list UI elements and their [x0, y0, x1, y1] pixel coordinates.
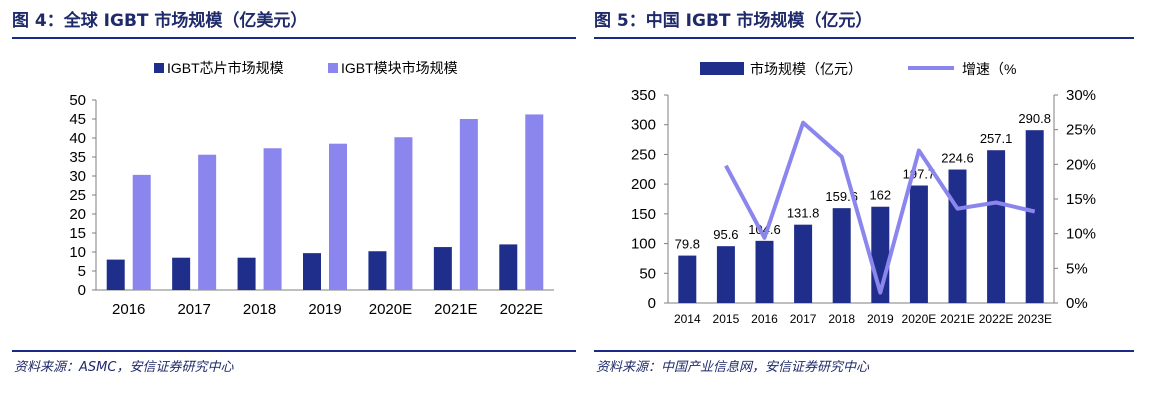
bar-chip-2021E [433, 247, 452, 290]
bar-chip-2016 [106, 259, 125, 290]
x-tick-label: 2019 [867, 312, 894, 326]
bar-2021E [948, 169, 967, 303]
x-tick-label: 2020E [902, 312, 937, 326]
data-label-2017: 131.8 [787, 206, 820, 221]
x-tick-label: 2017 [177, 301, 210, 318]
legend-label-line: 增速（% [962, 61, 1016, 77]
y-tick-label: 50 [69, 92, 86, 109]
data-label-2021E: 224.6 [941, 151, 974, 166]
x-tick-label: 2023E [1017, 312, 1052, 326]
x-tick-label: 2016 [112, 301, 145, 318]
bar-module-2021E [459, 119, 478, 290]
y2-tick-label: 20% [1066, 156, 1096, 173]
data-label-2014: 79.8 [675, 237, 700, 252]
legend-swatch-2 [328, 63, 338, 73]
x-tick-label: 2021E [940, 312, 975, 326]
bar-2018 [832, 208, 851, 303]
y-tick-label: 20 [69, 206, 86, 223]
x-tick-label: 2019 [308, 301, 341, 318]
bar-2016 [755, 240, 774, 303]
y2-tick-label: 30% [1066, 87, 1096, 104]
bar-module-2017 [198, 154, 217, 290]
legend-label-1: IGBT芯片市场规模 [167, 60, 284, 76]
y2-tick-label: 0% [1066, 295, 1088, 312]
data-label-2015: 95.6 [713, 227, 738, 242]
bar-chip-2022E [499, 244, 518, 290]
bar-2020E [909, 185, 928, 303]
x-tick-label: 2022E [500, 301, 543, 318]
y-tick-label: 10 [69, 244, 86, 261]
x-tick-label: 2018 [243, 301, 276, 318]
data-label-2019: 162 [869, 188, 891, 203]
x-tick-label: 2022E [979, 312, 1014, 326]
bar-chip-2020E [368, 251, 387, 290]
x-tick-label: 2015 [713, 312, 740, 326]
x-tick-label: 2016 [751, 312, 778, 326]
legend-label-bars: 市场规模（亿元） [750, 61, 862, 77]
bar-chip-2019 [303, 253, 321, 290]
y-tick-label: 15 [69, 225, 86, 242]
y-tick-label: 150 [631, 206, 656, 223]
bar-2023E [1025, 130, 1044, 303]
x-tick-label: 2018 [828, 312, 855, 326]
y-tick-label: 30 [69, 168, 86, 185]
bar-2022E [987, 150, 1006, 303]
bar-module-2016 [132, 174, 151, 290]
bar-module-2020E [394, 137, 413, 290]
y2-tick-label: 5% [1066, 260, 1088, 277]
source-right: 资料来源：中国产业信息网，安信证券研究中心 [596, 360, 870, 375]
bar-module-2022E [525, 114, 544, 290]
data-label-2018: 159.6 [825, 189, 858, 204]
y-tick-label: 350 [631, 87, 656, 104]
y-tick-label: 50 [639, 265, 656, 282]
x-tick-label: 2020E [369, 301, 412, 318]
x-tick-label: 2014 [674, 312, 701, 326]
footer-rule-left [12, 350, 576, 352]
y-tick-label: 35 [69, 149, 86, 166]
bar-module-2019 [329, 143, 347, 290]
y-tick-label: 45 [69, 111, 86, 128]
footer-rule-right [594, 350, 1134, 352]
y2-tick-label: 10% [1066, 226, 1096, 243]
source-left: 资料来源：ASMC，安信证券研究中心 [14, 360, 234, 375]
figure-4-title: 图 4：全球 IGBT 市场规模（亿美元） [12, 11, 308, 31]
igbt-global-chart: IGBT芯片市场规模 IGBT模块市场规模 0 5 10 15 20 25 30 35 40 45 50… [69, 60, 554, 318]
title-rule-right [594, 37, 1134, 39]
bar-2014 [678, 255, 697, 303]
x-tick-label: 2021E [434, 301, 477, 318]
bar-2015 [716, 246, 735, 303]
y-tick-label: 25 [69, 187, 86, 204]
y-tick-label: 200 [631, 176, 656, 193]
y-tick-label: 100 [631, 236, 656, 253]
legend-swatch-bars [700, 62, 744, 75]
y-tick-label: 40 [69, 130, 86, 147]
y-tick-label: 250 [631, 146, 656, 163]
y-tick-label: 300 [631, 117, 656, 134]
y-tick-label: 0 [648, 295, 656, 312]
figure-5-title: 图 5：中国 IGBT 市场规模（亿元） [594, 11, 873, 31]
legend-label-2: IGBT模块市场规模 [341, 60, 458, 76]
title-rule-left [12, 37, 576, 39]
x-tick-label: 2017 [790, 312, 817, 326]
bar-2017 [794, 224, 813, 303]
data-label-2022E: 257.1 [980, 131, 1013, 146]
igbt-china-chart: 市场规模（亿元） 增速（% 0 50 100 150 200 250 300 350 0% 5% 10%… [631, 61, 1096, 326]
y2-tick-label: 25% [1066, 122, 1096, 139]
y-tick-label: 5 [78, 263, 86, 280]
bar-chip-2017 [172, 257, 191, 290]
bar-chip-2018 [237, 257, 256, 290]
data-label-2023E: 290.8 [1018, 111, 1051, 126]
y2-tick-label: 15% [1066, 191, 1096, 208]
bar-module-2018 [263, 148, 282, 290]
y-tick-label: 0 [78, 282, 86, 299]
legend-swatch-1 [154, 63, 164, 73]
